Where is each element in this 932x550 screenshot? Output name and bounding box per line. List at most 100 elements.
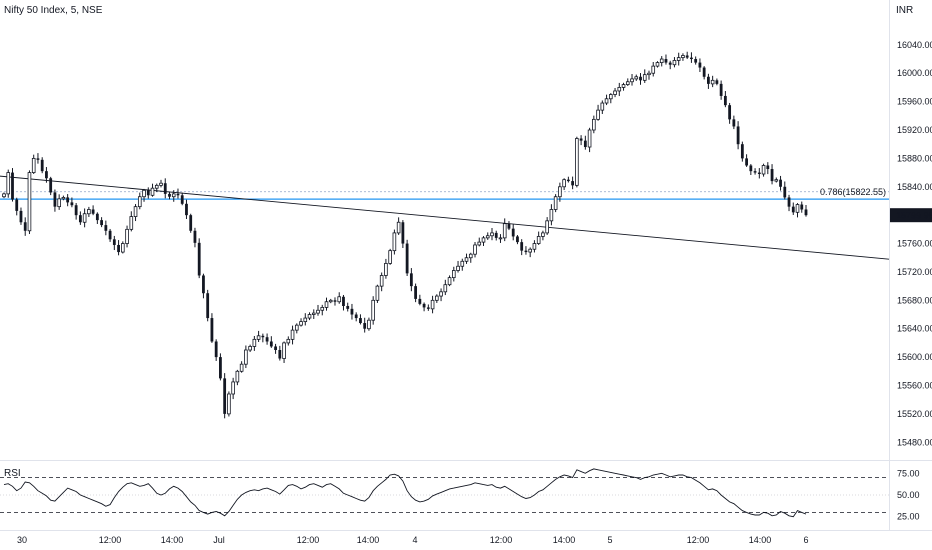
candle bbox=[575, 136, 579, 188]
candle bbox=[524, 246, 528, 255]
candle bbox=[439, 288, 443, 302]
candle bbox=[121, 241, 125, 254]
candle bbox=[328, 298, 333, 304]
time-tick-label: 30 bbox=[17, 535, 27, 545]
candle bbox=[435, 294, 439, 303]
candle bbox=[367, 317, 371, 331]
candle bbox=[202, 273, 205, 299]
candle bbox=[239, 361, 244, 373]
rsi-tick-label: 25.00 bbox=[897, 512, 920, 522]
candle bbox=[456, 260, 460, 273]
candle bbox=[142, 188, 146, 202]
candle bbox=[379, 272, 384, 292]
price-tick-label: 15920.00 bbox=[897, 125, 932, 135]
candle bbox=[516, 235, 519, 245]
candle bbox=[137, 192, 142, 210]
candle bbox=[732, 115, 736, 130]
candle bbox=[265, 333, 269, 345]
candle bbox=[223, 373, 227, 419]
candle bbox=[609, 93, 613, 104]
candle bbox=[294, 323, 299, 334]
price-axis[interactable]: 15480.00 15520.00 15560.00 15600.00 15640.00… bbox=[890, 40, 932, 447]
candle bbox=[625, 78, 630, 86]
candle bbox=[753, 168, 757, 175]
candle bbox=[61, 195, 66, 201]
candle bbox=[430, 295, 435, 314]
candle bbox=[672, 57, 677, 68]
candle bbox=[274, 343, 277, 354]
time-tick-label: 12:00 bbox=[490, 535, 513, 545]
candle bbox=[710, 75, 715, 88]
candle bbox=[354, 312, 358, 322]
price-tick-label: 15760.00 bbox=[897, 239, 932, 249]
candle bbox=[206, 289, 210, 322]
candle bbox=[396, 217, 401, 235]
candle bbox=[117, 240, 120, 256]
candle bbox=[95, 212, 99, 224]
price-tick-label: 16000.00 bbox=[897, 68, 932, 78]
candle bbox=[770, 164, 774, 185]
price-levels: 0.786(15822.55) bbox=[0, 0, 932, 531]
candle bbox=[40, 157, 44, 174]
candle bbox=[19, 207, 23, 225]
candle bbox=[384, 258, 388, 279]
candle bbox=[53, 189, 57, 212]
candle bbox=[736, 121, 740, 150]
candle bbox=[715, 78, 719, 86]
candle bbox=[613, 88, 617, 98]
rsi-label: RSI bbox=[4, 468, 21, 479]
candle bbox=[481, 236, 486, 246]
time-tick-label: 14:00 bbox=[357, 535, 380, 545]
candle bbox=[248, 344, 252, 353]
candle bbox=[707, 73, 710, 89]
price-tick-label: 15640.00 bbox=[897, 324, 932, 334]
fib-level-label: 0.786(15822.55) bbox=[820, 187, 886, 197]
candle bbox=[604, 94, 609, 106]
candle bbox=[583, 135, 587, 150]
time-tick-label: 14:00 bbox=[749, 535, 772, 545]
candle bbox=[541, 230, 545, 241]
time-tick-label: 12:00 bbox=[297, 535, 320, 545]
candle bbox=[647, 70, 651, 80]
candle bbox=[375, 284, 380, 303]
candle bbox=[261, 333, 265, 343]
chart-header: Nifty 50 Index, 5, NSE INR bbox=[4, 5, 913, 16]
price-tick-label: 16040.00 bbox=[897, 40, 932, 50]
candle bbox=[282, 341, 286, 363]
candle bbox=[311, 309, 316, 319]
candle bbox=[193, 227, 197, 248]
price-tick-label: 15720.00 bbox=[897, 267, 932, 277]
candle bbox=[333, 297, 337, 306]
time-axis[interactable]: 30 12:00 14:00 Jul 12:00 14:00 4 12:00 14:00 5 12:… bbox=[17, 535, 809, 545]
candle bbox=[532, 240, 537, 253]
candle bbox=[498, 234, 503, 243]
candle bbox=[426, 304, 430, 311]
candle bbox=[787, 194, 791, 212]
candle bbox=[31, 154, 36, 174]
candle bbox=[27, 170, 32, 235]
candle bbox=[176, 188, 180, 199]
price-tick-label: 15480.00 bbox=[897, 437, 932, 447]
candle bbox=[655, 61, 660, 68]
candle bbox=[451, 266, 456, 282]
price-tick-label: 15960.00 bbox=[897, 97, 932, 107]
candle bbox=[231, 377, 235, 400]
candle bbox=[337, 292, 342, 304]
candle bbox=[443, 279, 448, 296]
candle bbox=[418, 294, 422, 306]
rsi-tick-label: 75.00 bbox=[897, 468, 920, 478]
candle bbox=[91, 205, 95, 216]
candle bbox=[235, 369, 240, 386]
candle bbox=[473, 242, 477, 258]
candle bbox=[388, 248, 392, 265]
trendline[interactable] bbox=[0, 175, 890, 260]
candle bbox=[244, 345, 248, 369]
candle bbox=[761, 163, 766, 177]
candle bbox=[227, 391, 231, 417]
candle bbox=[320, 304, 325, 316]
candle bbox=[464, 253, 469, 264]
candle bbox=[774, 177, 779, 183]
candle bbox=[163, 178, 167, 199]
candle bbox=[290, 325, 295, 345]
